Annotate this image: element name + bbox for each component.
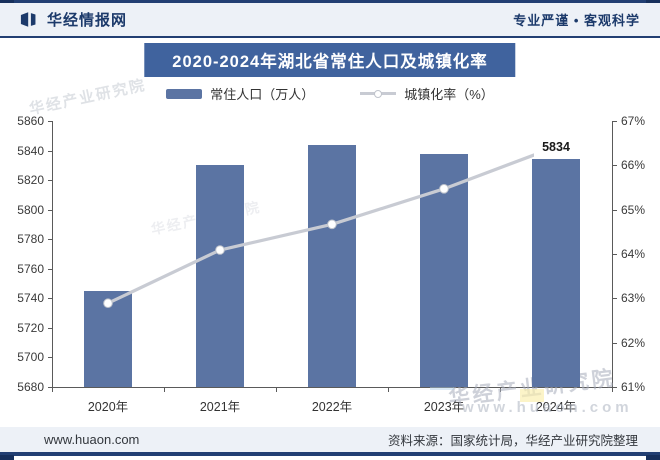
x-axis-category-label: 2020年 <box>87 400 129 414</box>
footer: www.huaon.com 资料来源：国家统计局，华经产业研究院整理 <box>0 427 660 456</box>
y-axis-left-tick <box>48 239 52 241</box>
y-axis-left-tick <box>48 150 52 152</box>
y-axis-right-tick <box>613 165 617 167</box>
y-axis-left-tick-label: 5760 <box>17 261 44 276</box>
x-axis-category-label: 2023年 <box>423 400 465 414</box>
urbanization-trend-line <box>103 153 534 309</box>
y-axis-left-tick-label: 5720 <box>17 320 44 335</box>
y-axis-right-tick <box>613 298 617 300</box>
bottom-border-left-cap <box>0 455 14 460</box>
population-bar-overlay-2024年 <box>532 159 580 387</box>
legend-item-bar: 常住人口（万人） <box>166 84 314 103</box>
chart-title: 2020-2024年湖北省常住人口及城镇化率 <box>144 43 516 77</box>
footer-website: www.huaon.com <box>44 432 140 447</box>
line-marker-2022年 <box>327 219 337 230</box>
y-axis-right-tick-label: 67% <box>621 114 646 128</box>
y-axis-left-tick <box>48 357 52 359</box>
legend-label: 常住人口（万人） <box>210 87 315 102</box>
y-axis-right-tick-label: 61% <box>621 380 646 394</box>
line-marker-2020年 <box>103 298 113 309</box>
chart-legend: 常住人口（万人） 城镇化率（%） <box>0 84 660 103</box>
bar-value-label: 5834 <box>542 140 570 155</box>
top-border <box>0 0 660 3</box>
population-bar-2022年 <box>308 144 356 387</box>
y-axis-left-tick <box>48 387 52 388</box>
y-axis-left-tick <box>48 268 52 270</box>
y-axis-left-tick-label: 5780 <box>17 232 44 247</box>
y-axis-left-tick-label: 5700 <box>17 350 44 365</box>
legend-line-marker <box>374 89 383 98</box>
y-axis-left-line <box>52 121 53 388</box>
top-border-left-cap <box>0 0 14 5</box>
y-axis-right-tick <box>613 209 617 211</box>
x-axis-line <box>52 387 613 388</box>
y-axis-right-tick <box>613 254 617 255</box>
header-slogan: 专业严谨 • 客观科学 <box>513 13 640 28</box>
y-axis-left-tick-label: 5820 <box>17 173 44 188</box>
y-axis-left-tick <box>48 298 52 300</box>
line-marker-2021年 <box>215 245 225 255</box>
y-axis-right-tick-label: 66% <box>621 158 646 173</box>
header-divider <box>0 36 660 38</box>
y-axis-left-tick <box>48 180 52 182</box>
y-axis-left-tick <box>48 327 52 329</box>
bottom-border-right-cap <box>646 455 660 460</box>
population-bar-2021年 <box>196 165 244 387</box>
x-axis-category-label: 2021年 <box>199 400 241 414</box>
y-axis-right-tick <box>613 121 617 122</box>
y-axis-left-tick-label: 5840 <box>17 143 44 158</box>
y-axis-right-tick <box>613 387 617 388</box>
brand: 华经情报网 <box>20 9 127 30</box>
x-axis-tick <box>388 388 389 392</box>
x-axis-tick <box>500 388 501 392</box>
y-axis-left-tick-label: 5860 <box>17 114 44 128</box>
x-axis-category-label: 2022年 <box>311 400 353 414</box>
legend-item-line: 城镇化率（%） <box>360 84 494 103</box>
y-axis-left-tick-label: 5740 <box>17 291 44 306</box>
y-axis-right-tick-label: 62% <box>621 335 646 350</box>
y-axis-left-tick-label: 5800 <box>17 202 44 217</box>
chart-area: 5860 5840 5820 5800 5780 5760 5740 5720 5700 5680… <box>0 105 660 423</box>
x-axis-category-label: 2024年 <box>535 400 577 414</box>
y-axis-right-line <box>612 121 613 388</box>
x-axis-tick <box>612 388 613 392</box>
y-axis-right-tick <box>613 342 617 344</box>
line-marker-2023年 <box>439 184 449 194</box>
legend-line-swatch <box>360 89 397 98</box>
legend-bar-swatch <box>166 88 203 99</box>
x-axis-tick <box>164 388 165 392</box>
x-axis-tick <box>276 388 277 392</box>
top-border-right-cap <box>646 0 660 5</box>
y-axis-left-tick-label: 5680 <box>17 380 44 394</box>
legend-label: 城镇化率（%） <box>404 87 494 102</box>
huajing-logo-icon <box>20 11 40 28</box>
y-axis-right-tick-label: 65% <box>621 202 646 217</box>
x-axis-tick <box>52 388 53 392</box>
brand-name: 华经情报网 <box>47 12 128 29</box>
y-axis-left-tick <box>48 209 52 211</box>
header: 华经情报网 专业严谨 • 客观科学 <box>0 3 660 36</box>
y-axis-right-tick-label: 63% <box>621 291 646 306</box>
y-axis-right-tick-label: 64% <box>621 247 646 261</box>
footer-data-source: 资料来源：国家统计局，华经产业研究院整理 <box>387 434 638 448</box>
y-axis-left-tick <box>48 121 52 122</box>
